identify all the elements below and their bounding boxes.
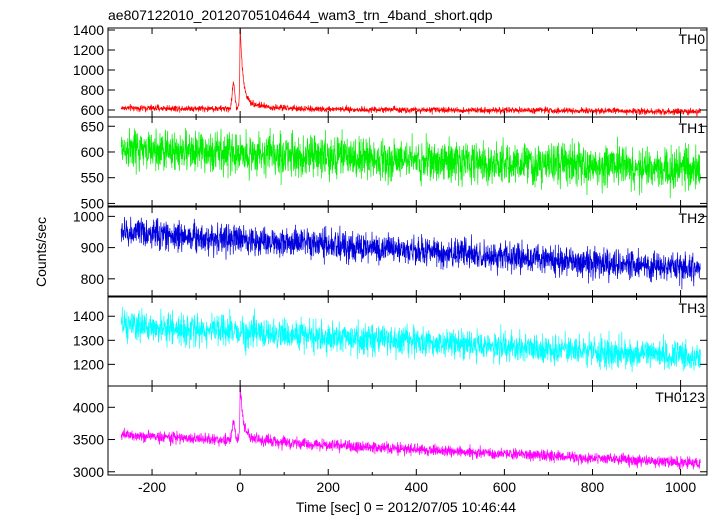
- y-axis-label: Counts/sec: [33, 217, 49, 287]
- x-tick-label: 800: [581, 479, 605, 495]
- y-tick-label: 550: [81, 170, 105, 186]
- y-tick-label: 1200: [73, 356, 104, 372]
- y-tick-label: 1200: [73, 42, 104, 58]
- series-label-th0: TH0: [679, 31, 706, 47]
- x-tick-label: 200: [317, 479, 341, 495]
- panel-frame-th0: [107, 27, 708, 118]
- x-tick-label: 0: [236, 479, 244, 495]
- x-axis-label: Time [sec] 0 = 2012/07/05 10:46:44: [296, 499, 516, 515]
- y-tick-label: 1400: [73, 22, 104, 38]
- x-tick-label: -200: [138, 479, 166, 495]
- series-line-th0123: [120, 386, 701, 470]
- panel-frame-th0123: [107, 385, 708, 476]
- series-line-th3: [120, 306, 701, 373]
- series-label-th2: TH2: [679, 210, 706, 226]
- y-tick-label: 1000: [73, 62, 104, 78]
- x-tick-label: 400: [405, 479, 429, 495]
- series-label-th0123: TH0123: [655, 389, 705, 405]
- y-tick-label: 600: [81, 102, 105, 118]
- y-tick-label: 600: [81, 144, 105, 160]
- y-tick-label: 1000: [73, 208, 104, 224]
- panel-frame-th1: [107, 116, 708, 207]
- series-label-th3: TH3: [679, 300, 706, 316]
- series-line-th2: [120, 216, 701, 290]
- x-tick-label: 600: [493, 479, 517, 495]
- y-tick-label: 1300: [73, 332, 104, 348]
- y-tick-label: 3000: [73, 464, 104, 480]
- y-tick-label: 3500: [73, 432, 104, 448]
- y-tick-label: 900: [81, 240, 105, 256]
- y-tick-label: 650: [81, 118, 105, 134]
- y-tick-label: 4000: [73, 399, 104, 415]
- y-tick-label: 500: [81, 195, 105, 211]
- series-label-th1: TH1: [679, 120, 706, 136]
- y-tick-label: 800: [81, 271, 105, 287]
- series-line-th0: [120, 28, 701, 117]
- panel-frame-th2: [107, 206, 708, 297]
- chart-title: ae807122010_20120705104644_wam3_trn_4ban…: [108, 7, 493, 23]
- y-tick-label: 1400: [73, 308, 104, 324]
- x-tick-label: 1000: [665, 479, 696, 495]
- y-tick-label: 800: [81, 82, 105, 98]
- series-line-th1: [120, 127, 701, 199]
